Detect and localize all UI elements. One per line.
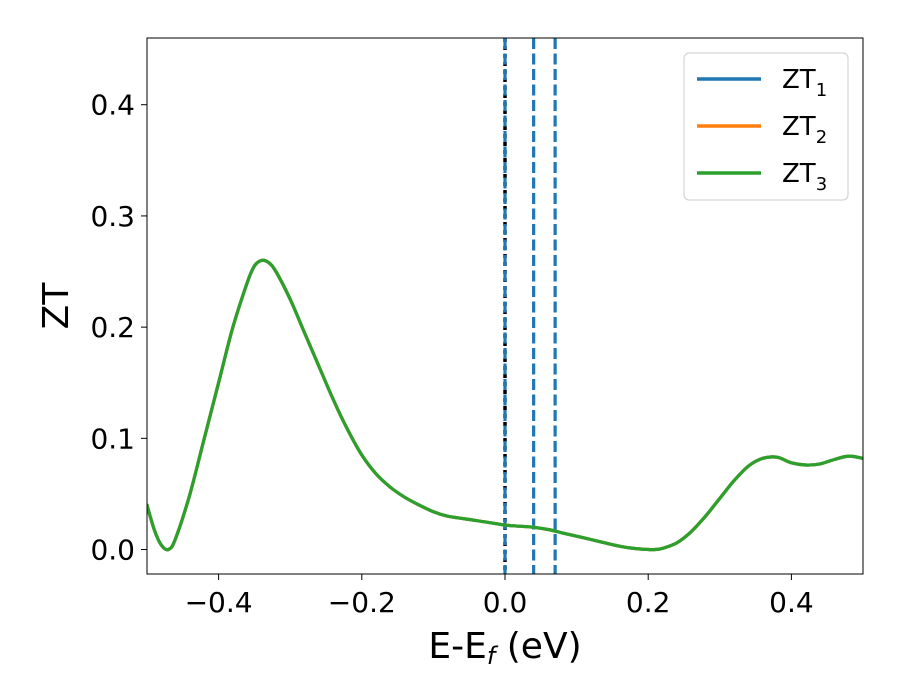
legend-frame [683,52,849,201]
y-axis: 0.0 0.1 0.2 0.3 0.4 [90,89,147,567]
legend-items: ZT1 ZT2 ZT3 [697,65,827,195]
y-axis-title: ZT [36,282,77,330]
series-line-3 [147,258,863,552]
x-axis-title: E-Ef (eV) [428,626,581,670]
y-tick-label: 0.0 [90,534,135,567]
legend: ZT1 ZT2 ZT3 [683,52,849,201]
vertical-lines [503,38,557,574]
x-tick-label: −0.2 [328,586,396,619]
y-tick-label: 0.4 [90,89,135,122]
y-tick-label: 0.1 [90,422,135,455]
series-lines [147,258,863,552]
y-tick-label: 0.3 [90,200,135,233]
y-tick-label: 0.2 [90,311,135,344]
x-tick-label: 0.2 [626,586,671,619]
x-axis: −0.4 −0.2 0.0 0.2 0.4 [185,574,814,619]
legend-label-1: ZT1 [782,65,827,101]
x-tick-label: 0.4 [769,586,814,619]
x-axis-title-base: E-E [428,626,486,667]
x-tick-label: −0.4 [185,586,253,619]
x-tick-label: 0.0 [483,586,528,619]
x-axis-title-unit: (eV) [495,626,581,667]
legend-label-3: ZT3 [782,159,827,195]
legend-label-2: ZT2 [782,112,827,148]
